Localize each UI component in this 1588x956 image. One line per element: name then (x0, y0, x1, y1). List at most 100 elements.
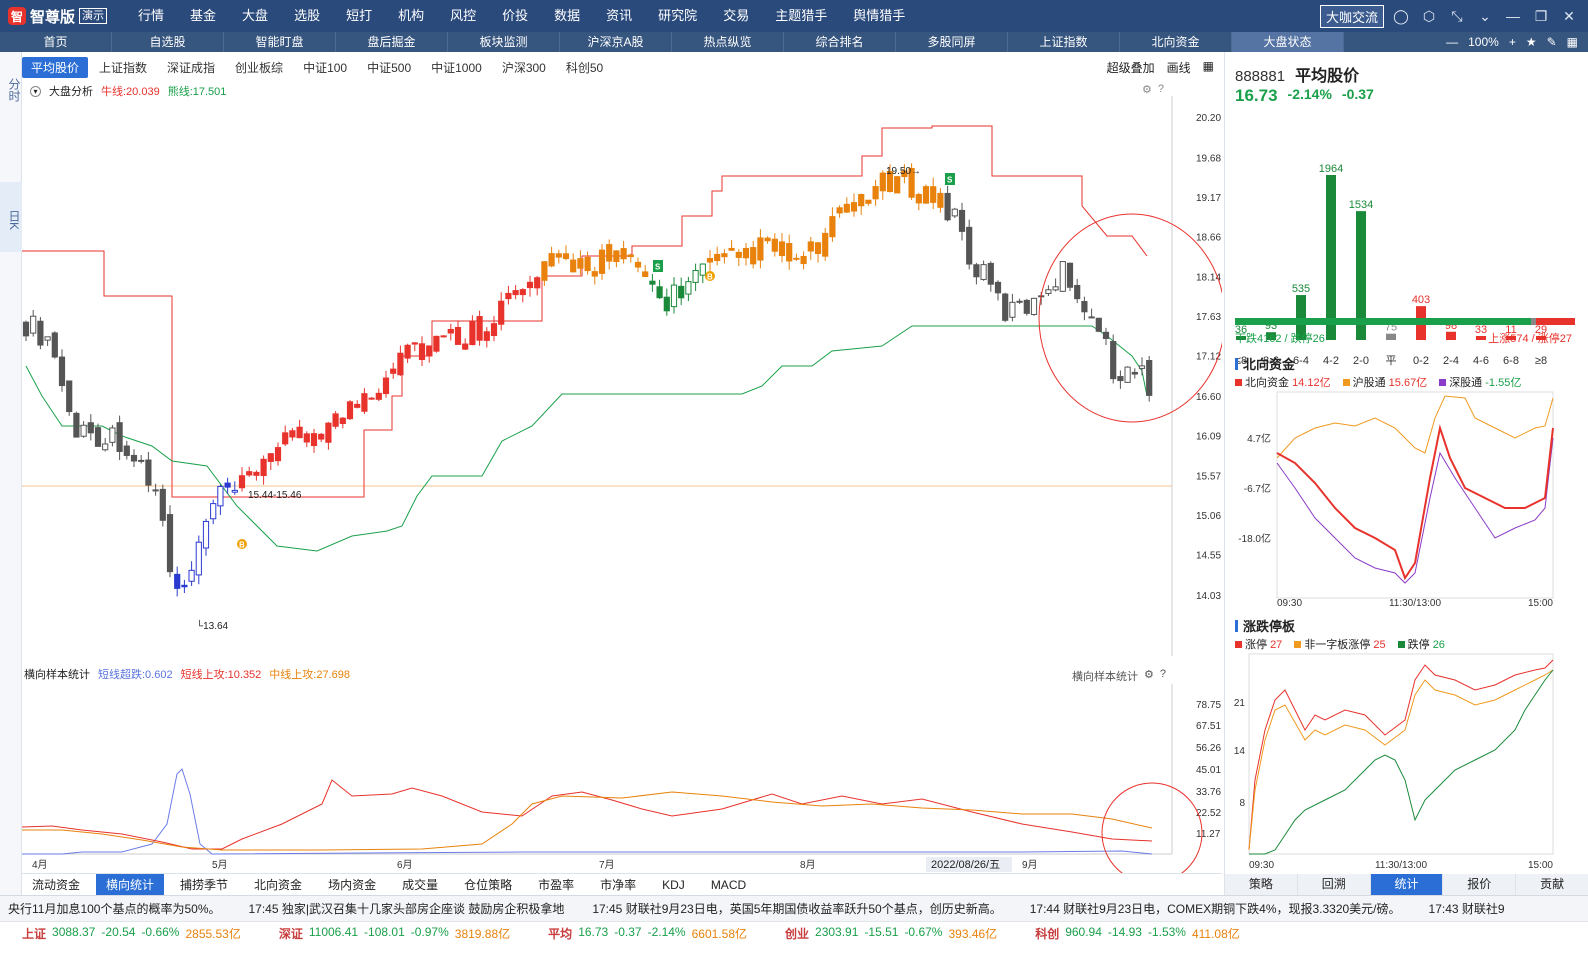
sub-chart[interactable]: 78.75 67.51 56.26 45.01 33.76 22.52 11.27 4月 5月 6… (21, 684, 1222, 884)
shrink-icon[interactable]: ⤡ (1451, 7, 1463, 24)
tab-5[interactable]: 沪深京A股 (560, 32, 672, 52)
layout-icon[interactable]: ▦ (1202, 58, 1214, 73)
menu-item-0[interactable]: 行情 (138, 8, 165, 23)
subtab-6[interactable]: 中证1000 (431, 60, 482, 75)
settings-icon[interactable]: ⚙ (1142, 84, 1152, 96)
chevron-down-icon[interactable]: ▾ (30, 85, 41, 97)
north-legend: 北向资金 14.12亿 沪股通 15.67亿 深股通 -1.55亿 (1235, 374, 1521, 390)
dist-label: ≥8 (1535, 355, 1547, 367)
index-4[interactable]: 科创 960.94 -14.93 -1.53% 411.08亿 (1035, 925, 1240, 942)
menu-item-6[interactable]: 风控 (450, 8, 477, 23)
subtab-5[interactable]: 中证500 (367, 60, 412, 75)
subtab-3[interactable]: 创业板综 (235, 60, 284, 75)
tab-6[interactable]: 热点纵览 (672, 32, 784, 52)
user-icon[interactable]: ◯ (1393, 7, 1409, 24)
ticker-item[interactable]: 17:45 独家|武汉召集十几家头部房企座谈 鼓励房企积极拿地 (248, 902, 565, 916)
index-3[interactable]: 创业 2303.91 -15.51 -0.67% 393.46亿 (785, 925, 997, 942)
menu-item-11[interactable]: 交易 (723, 8, 750, 23)
overlay-button[interactable]: 超级叠加 (1106, 60, 1155, 75)
chevron-down-icon[interactable]: ⌄ (1479, 7, 1491, 24)
plus-zoom-button[interactable]: + (1508, 35, 1516, 49)
x-tick-label: 8月 (800, 859, 816, 871)
subtab-4[interactable]: 中证100 (303, 60, 348, 75)
dist-bar (1386, 333, 1396, 340)
bottom-tab-0[interactable]: 流动资金 (32, 878, 81, 892)
ticker-item[interactable]: 央行11月加息100个基点的概率为50%。 (8, 902, 221, 916)
bottom-tab-7[interactable]: 市盈率 (538, 878, 575, 892)
limit-title: 涨跌停板 (1235, 616, 1295, 635)
menu-item-7[interactable]: 价投 (502, 8, 529, 23)
north-time: 11:30/13:00 (1389, 598, 1442, 608)
news-ticker[interactable]: 央行11月加息100个基点的概率为50%。 17:45 独家|武汉召集十几家头部房… (0, 895, 1588, 921)
right-tab-0[interactable]: 策略 (1225, 874, 1298, 895)
draw-line-button[interactable]: 画线 (1166, 60, 1191, 75)
rail-intraday[interactable]: 分时 (7, 78, 21, 102)
right-tab-3[interactable]: 报价 (1443, 874, 1517, 895)
menu-item-12[interactable]: 主题猎手 (775, 8, 828, 23)
daka-button[interactable]: 大咖交流 (1319, 4, 1384, 28)
subtab-1[interactable]: 上证指数 (99, 60, 148, 75)
bottom-tab-3[interactable]: 北向资金 (254, 878, 303, 892)
bottom-tab-8[interactable]: 市净率 (600, 878, 637, 892)
menu-item-13[interactable]: 舆情猎手 (853, 8, 906, 23)
dist-bar (1506, 336, 1516, 340)
menu-item-3[interactable]: 选股 (294, 8, 321, 23)
right-tab-2[interactable]: 统计 (1370, 874, 1444, 895)
tab-8[interactable]: 多股同屏 (896, 32, 1008, 52)
candle-body (332, 413, 339, 427)
tab-0[interactable]: 首页 (0, 32, 112, 52)
tab-4[interactable]: 板块监测 (448, 32, 560, 52)
tab-10[interactable]: 北向资金 (1120, 32, 1232, 52)
menu-item-8[interactable]: 数据 (554, 8, 581, 23)
restore-icon[interactable]: ❐ (1534, 7, 1548, 24)
close-icon[interactable]: ✕ (1563, 7, 1575, 24)
tab-3[interactable]: 盘后掘金 (336, 32, 448, 52)
bottom-tab-2[interactable]: 捕捞季节 (180, 878, 229, 892)
index-change: -15.51 (864, 925, 899, 939)
ticker-item[interactable]: 17:43 财联社9 (1428, 902, 1505, 916)
menu-item-1[interactable]: 基金 (190, 8, 217, 23)
tab-11[interactable]: 大盘状态 (1232, 32, 1344, 52)
minus-zoom-button[interactable]: — (1446, 35, 1459, 49)
tab-9[interactable]: 上证指数 (1008, 32, 1120, 52)
candlestick-chart[interactable]: 20.20 19.68 19.17 18.66 18.14 17.63 17.12 16.60… (22, 96, 1226, 662)
bottom-tab-1[interactable]: 横向统计 (96, 874, 165, 895)
menu-item-4[interactable]: 短打 (346, 8, 373, 23)
settings-icon[interactable]: ⬡ (1422, 7, 1436, 24)
help-icon[interactable]: ? (1159, 668, 1166, 680)
right-tab-1[interactable]: 回溯 (1297, 874, 1371, 895)
index-1[interactable]: 深证 11006.41 -108.01 -0.97% 3819.88亿 (279, 925, 510, 942)
candle-body (937, 192, 944, 208)
star-icon[interactable]: ★ (1525, 35, 1537, 49)
settings-icon[interactable]: ⚙ (1144, 669, 1154, 681)
bottom-tab-9[interactable]: KDJ (662, 877, 685, 892)
edit-icon[interactable]: ✎ (1546, 35, 1557, 49)
help-icon[interactable]: ? (1157, 83, 1164, 95)
bottom-tab-4[interactable]: 场内资金 (328, 878, 377, 892)
line-chart[interactable]: 78.75 67.51 56.26 45.01 33.76 22.52 11.27 4月 5月 6… (21, 684, 1222, 884)
tab-2[interactable]: 智能盯盘 (224, 32, 336, 52)
menu-item-10[interactable]: 研究院 (658, 8, 698, 23)
main-chart[interactable]: 20.20 19.68 19.17 18.66 18.14 17.63 17.12 16.60… (22, 96, 1226, 662)
subtab-0[interactable]: 平均股价 (22, 56, 89, 78)
menu-item-5[interactable]: 机构 (398, 8, 425, 23)
tab-7[interactable]: 综合排名 (784, 32, 896, 52)
ticker-item[interactable]: 17:44 财联社9月23日电，COMEX期铜下跌4%，现报3.3320美元/磅… (1029, 902, 1401, 916)
bottom-tab-6[interactable]: 仓位策略 (464, 878, 513, 892)
ticker-item[interactable]: 17:45 财联社9月23日电，英国5年期国债收益率跃升50个基点，创历史新高。 (592, 902, 1002, 916)
grid-icon[interactable]: ▦ (1566, 35, 1578, 49)
rail-daily-k[interactable]: 日K (0, 182, 22, 252)
right-tab-4[interactable]: 贡献 (1516, 874, 1588, 895)
minimize-icon[interactable]: — (1506, 8, 1520, 24)
tab-1[interactable]: 自选股 (112, 32, 224, 52)
bottom-tab-10[interactable]: MACD (710, 877, 747, 892)
subtab-2[interactable]: 深证成指 (167, 60, 216, 75)
subtab-7[interactable]: 沪深300 (501, 60, 546, 75)
menu-item-9[interactable]: 资讯 (606, 8, 633, 23)
index-2[interactable]: 平均 16.73 -0.37 -2.14% 6601.58亿 (548, 925, 747, 942)
index-0[interactable]: 上证 3088.37 -20.54 -0.66% 2855.53亿 (22, 925, 241, 942)
candle-body (51, 332, 58, 358)
bottom-tab-5[interactable]: 成交量 (402, 878, 439, 892)
menu-item-2[interactable]: 大盘 (242, 8, 269, 23)
subtab-8[interactable]: 科创50 (565, 60, 604, 75)
